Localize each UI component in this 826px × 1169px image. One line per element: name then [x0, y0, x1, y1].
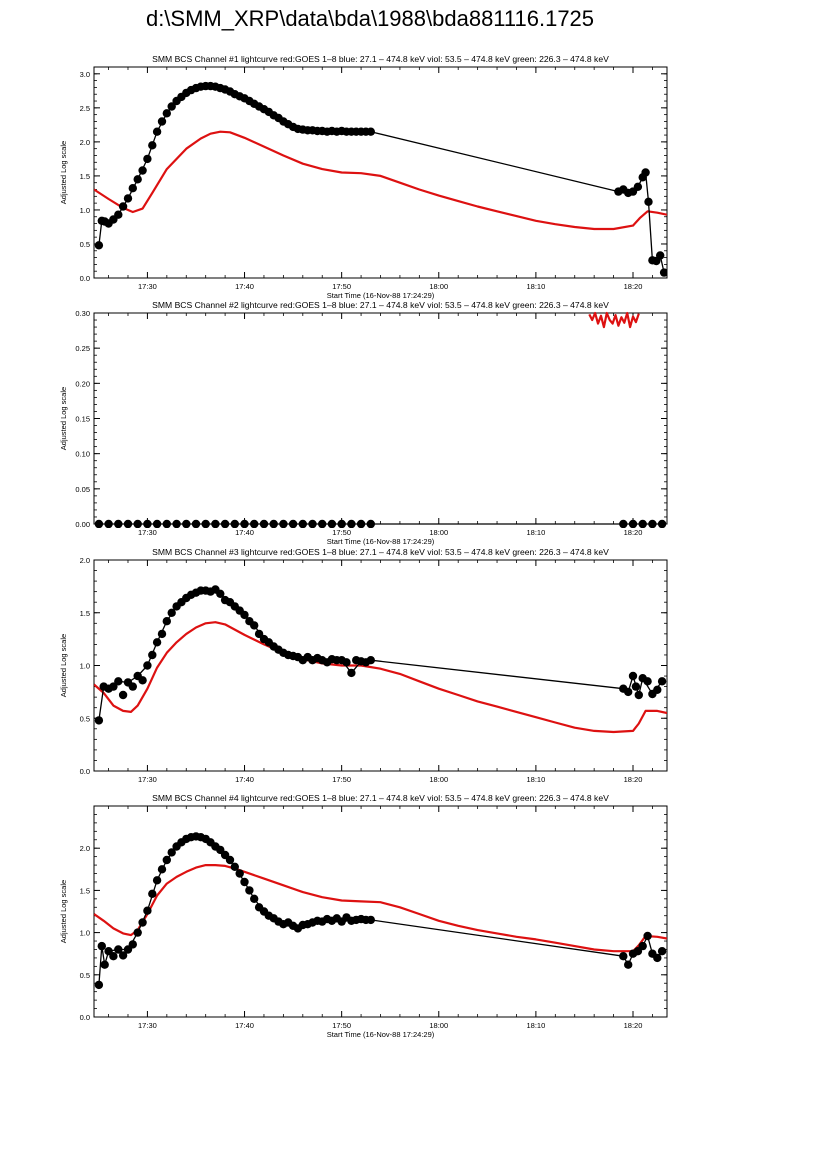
data-point	[109, 682, 118, 691]
bcs-line	[98, 588, 663, 721]
y-tick-label: 0.15	[75, 415, 90, 424]
chart-panel-4: SMM BCS Channel #4 lightcurve red:GOES 1…	[59, 793, 668, 1039]
y-tick-label: 2.0	[80, 556, 90, 565]
x-tick-label: 17:40	[235, 775, 254, 784]
y-tick-label: 1.0	[80, 929, 90, 938]
chart-panel-1: SMM BCS Channel #1 lightcurve red:GOES 1…	[59, 54, 668, 300]
plot-area	[94, 81, 667, 277]
goes-line	[94, 130, 667, 231]
y-tick-label: 1.5	[80, 609, 90, 618]
data-point	[118, 690, 128, 700]
x-tick-label: 18:10	[526, 1021, 545, 1030]
data-point	[109, 952, 118, 961]
x-tick-label: 17:40	[235, 1021, 254, 1030]
y-tick-label: 0.20	[75, 379, 90, 388]
x-axis-label: Start Time (16-Nov-88 17:24:29)	[327, 291, 435, 300]
x-tick-label: 17:50	[332, 1021, 351, 1030]
x-tick-label: 17:40	[235, 528, 254, 537]
data-point	[118, 951, 128, 960]
plot-area	[94, 832, 667, 990]
chart-panel-2: SMM BCS Channel #2 lightcurve red:GOES 1…	[59, 300, 668, 546]
x-axis-label: Start Time (16-Nov-88 17:24:29)	[327, 537, 435, 546]
y-tick-label: 0.00	[75, 520, 90, 529]
y-axis-label: Adjusted Log scale	[59, 387, 68, 450]
y-tick-label: 0.30	[75, 309, 90, 318]
y-tick-label: 0.5	[80, 240, 90, 249]
x-tick-label: 17:30	[138, 775, 157, 784]
y-tick-label: 1.5	[80, 172, 90, 181]
x-tick-label: 18:20	[624, 528, 643, 537]
plot-area	[94, 311, 667, 528]
x-tick-label: 18:00	[429, 528, 448, 537]
plot-frame	[93, 312, 668, 525]
y-tick-label: 3.0	[80, 70, 90, 79]
chart-title: SMM BCS Channel #3 lightcurve red:GOES 1…	[152, 547, 609, 557]
x-tick-label: 18:20	[624, 282, 643, 291]
y-tick-label: 2.5	[80, 104, 90, 113]
data-point	[128, 940, 137, 949]
x-tick-label: 17:30	[138, 282, 157, 291]
y-tick-label: 2.0	[80, 844, 90, 853]
x-tick-label: 18:00	[429, 282, 448, 291]
x-tick-label: 18:20	[624, 775, 643, 784]
x-tick-label: 17:30	[138, 1021, 157, 1030]
y-tick-label: 1.0	[80, 206, 90, 215]
x-tick-label: 18:00	[429, 1021, 448, 1030]
chart-panel-3: SMM BCS Channel #3 lightcurve red:GOES 1…	[59, 547, 668, 784]
y-tick-label: 0.0	[80, 1013, 90, 1022]
y-axis-label: Adjusted Log scale	[59, 880, 68, 943]
goes-line	[94, 621, 667, 734]
y-tick-label: 0.5	[80, 714, 90, 723]
chart-title: SMM BCS Channel #4 lightcurve red:GOES 1…	[152, 793, 609, 803]
x-tick-label: 18:10	[526, 775, 545, 784]
y-tick-label: 0.5	[80, 971, 90, 980]
bcs-line	[98, 85, 665, 273]
y-axis-label: Adjusted Log scale	[59, 141, 68, 204]
x-tick-label: 17:50	[332, 282, 351, 291]
y-tick-label: 0.05	[75, 485, 90, 494]
data-point	[653, 685, 662, 694]
x-tick-label: 17:50	[332, 528, 351, 537]
x-axis-label: Start Time (16-Nov-88 17:24:29)	[327, 1030, 435, 1039]
bcs-line	[98, 835, 663, 985]
goes-line	[588, 311, 640, 329]
y-tick-label: 0.0	[80, 767, 90, 776]
x-tick-label: 17:30	[138, 528, 157, 537]
y-tick-label: 1.0	[80, 662, 90, 671]
y-tick-label: 0.10	[75, 450, 90, 459]
x-tick-label: 18:10	[526, 528, 545, 537]
y-axis-label: Adjusted Log scale	[59, 634, 68, 697]
plot-frame	[93, 805, 668, 1018]
chart-title: SMM BCS Channel #1 lightcurve red:GOES 1…	[152, 54, 609, 64]
goes-line	[94, 863, 667, 953]
y-tick-label: 0.25	[75, 344, 90, 353]
chart-title: SMM BCS Channel #2 lightcurve red:GOES 1…	[152, 300, 609, 310]
data-point	[138, 676, 147, 685]
y-tick-label: 2.0	[80, 138, 90, 147]
plot-area	[94, 585, 667, 734]
x-tick-label: 18:20	[624, 1021, 643, 1030]
x-tick-label: 17:50	[332, 775, 351, 784]
data-point	[128, 682, 137, 691]
plot-frame	[93, 559, 668, 772]
x-tick-label: 18:10	[526, 282, 545, 291]
x-tick-label: 18:00	[429, 775, 448, 784]
page-title: d:\SMM_XRP\data\bda\1988\bda881116.1725	[145, 6, 595, 31]
y-tick-label: 1.5	[80, 886, 90, 895]
y-tick-label: 0.0	[80, 274, 90, 283]
x-tick-label: 17:40	[235, 282, 254, 291]
